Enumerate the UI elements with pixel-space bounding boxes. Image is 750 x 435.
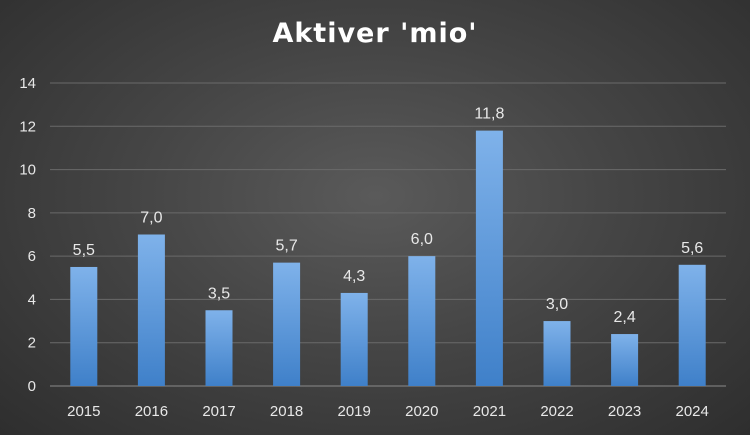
data-label: 4,3: [343, 268, 365, 285]
y-tick-label: 10: [19, 162, 36, 179]
x-tick-label: 2021: [473, 403, 506, 420]
bar: [205, 310, 233, 386]
data-label: 6,0: [411, 231, 433, 248]
bar: [273, 262, 301, 386]
data-label: 3,0: [546, 296, 568, 313]
x-tick-label: 2018: [270, 403, 303, 420]
x-tick-label: 2016: [135, 403, 168, 420]
bar: [678, 264, 706, 386]
data-label: 7,0: [140, 210, 162, 227]
y-tick-label: 2: [28, 335, 36, 352]
bar: [70, 266, 98, 386]
bar: [475, 130, 503, 386]
y-tick-label: 4: [28, 291, 36, 308]
data-label: 11,8: [474, 106, 504, 123]
bar: [543, 321, 571, 386]
x-tick-label: 2024: [676, 403, 709, 420]
chart-title: Aktiver 'mio': [272, 18, 478, 49]
x-axis: 2015 2016 2017 2018 2019 2020 2021 2022 2023 2024: [67, 403, 709, 420]
y-tick-label: 0: [28, 378, 36, 395]
data-label: 2,4: [613, 309, 635, 326]
x-tick-label: 2019: [338, 403, 371, 420]
y-axis: 0 2 4 6 8 10 12 14: [19, 75, 36, 395]
data-label: 3,5: [208, 285, 230, 302]
y-tick-label: 12: [19, 118, 36, 135]
x-tick-label: 2020: [405, 403, 438, 420]
bar: [611, 334, 639, 386]
x-tick-label: 2015: [67, 403, 100, 420]
data-label: 5,7: [275, 238, 297, 255]
y-tick-label: 14: [19, 75, 36, 92]
bar: [340, 292, 368, 386]
y-tick-label: 8: [28, 205, 36, 222]
data-label: 5,6: [681, 240, 703, 257]
x-tick-label: 2017: [202, 403, 235, 420]
x-tick-label: 2023: [608, 403, 641, 420]
bars: [70, 130, 706, 386]
bar: [408, 256, 436, 386]
x-tick-label: 2022: [540, 403, 573, 420]
y-tick-label: 6: [28, 248, 36, 265]
bar: [137, 234, 165, 386]
data-labels: 5,5 7,0 3,5 5,7 4,3 6,0 11,8 3,0 2,4 5,6: [73, 106, 704, 326]
data-label: 5,5: [73, 242, 95, 259]
